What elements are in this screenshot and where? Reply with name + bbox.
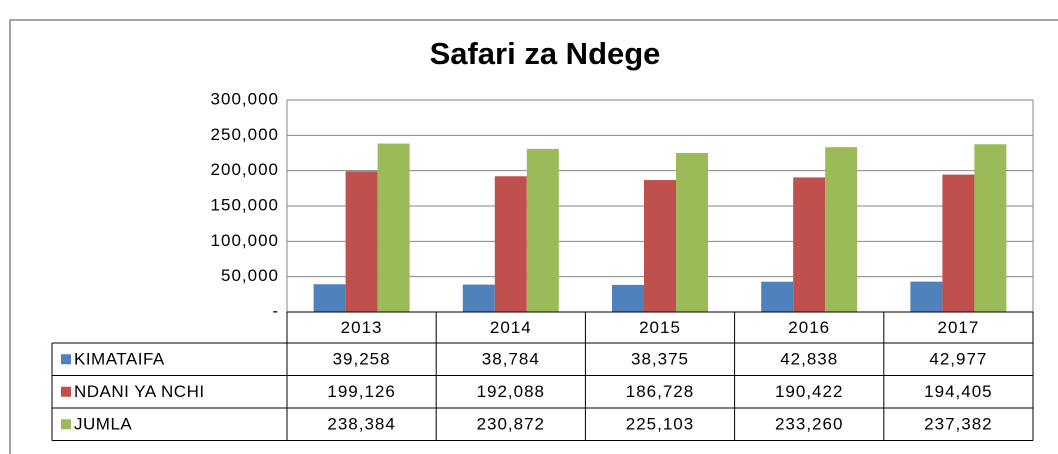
- bar: [462, 284, 495, 312]
- y-tick-label: 150,000: [211, 195, 279, 214]
- data-table-cell: 186,728: [626, 382, 694, 401]
- data-table-cell: 192,088: [477, 382, 545, 401]
- data-table-cell: 38,375: [631, 350, 689, 369]
- data-table-cell: 190,422: [775, 382, 843, 401]
- x-tick-label: 2015: [639, 318, 681, 337]
- legend-swatch: [61, 386, 71, 397]
- data-table-cell: 42,838: [780, 350, 838, 369]
- data-table-cell: 233,260: [775, 415, 843, 434]
- y-tick-label: 250,000: [211, 125, 279, 144]
- bar: [612, 284, 644, 312]
- x-tick-label: 2016: [788, 318, 830, 337]
- bar: [825, 147, 858, 312]
- legend-label: NDANI YA NCHI: [74, 382, 205, 401]
- bar: [942, 174, 975, 312]
- bar: [761, 281, 794, 312]
- x-tick-label: 2013: [341, 318, 383, 337]
- bar: [377, 143, 410, 312]
- data-table-cell: 199,126: [327, 382, 395, 401]
- bar: [910, 281, 943, 312]
- data-table-cell: 38,784: [482, 350, 540, 369]
- data-table-cell: 42,977: [929, 350, 987, 369]
- bar: [793, 177, 826, 312]
- x-tick-label: 2017: [937, 318, 979, 337]
- data-table-cell: 194,405: [924, 382, 992, 401]
- chart-title: Safari za Ndege: [430, 36, 661, 71]
- bar: [313, 284, 346, 312]
- x-tick-label: 2014: [490, 318, 532, 337]
- y-tick-label: 100,000: [211, 231, 279, 250]
- legend-label: KIMATAIFA: [74, 350, 165, 369]
- data-table-cell: 238,384: [327, 415, 395, 434]
- y-tick-label: -: [272, 301, 279, 320]
- data-table-cell: 230,872: [477, 415, 545, 434]
- legend-swatch: [61, 419, 71, 430]
- bar: [345, 171, 378, 312]
- bar: [974, 144, 1007, 312]
- y-tick-label: 200,000: [211, 160, 279, 179]
- y-tick-label: 50,000: [221, 266, 279, 285]
- data-table-cell: 237,382: [924, 415, 992, 434]
- legend-label: JUMLA: [74, 415, 132, 434]
- bar: [644, 180, 676, 312]
- data-table-cell: 39,258: [333, 350, 391, 369]
- legend-swatch: [61, 354, 71, 365]
- bar: [494, 176, 527, 312]
- bar: [526, 148, 559, 312]
- data-table-cell: 225,103: [626, 415, 694, 434]
- bar: [676, 152, 708, 312]
- y-tick-label: 300,000: [211, 89, 279, 108]
